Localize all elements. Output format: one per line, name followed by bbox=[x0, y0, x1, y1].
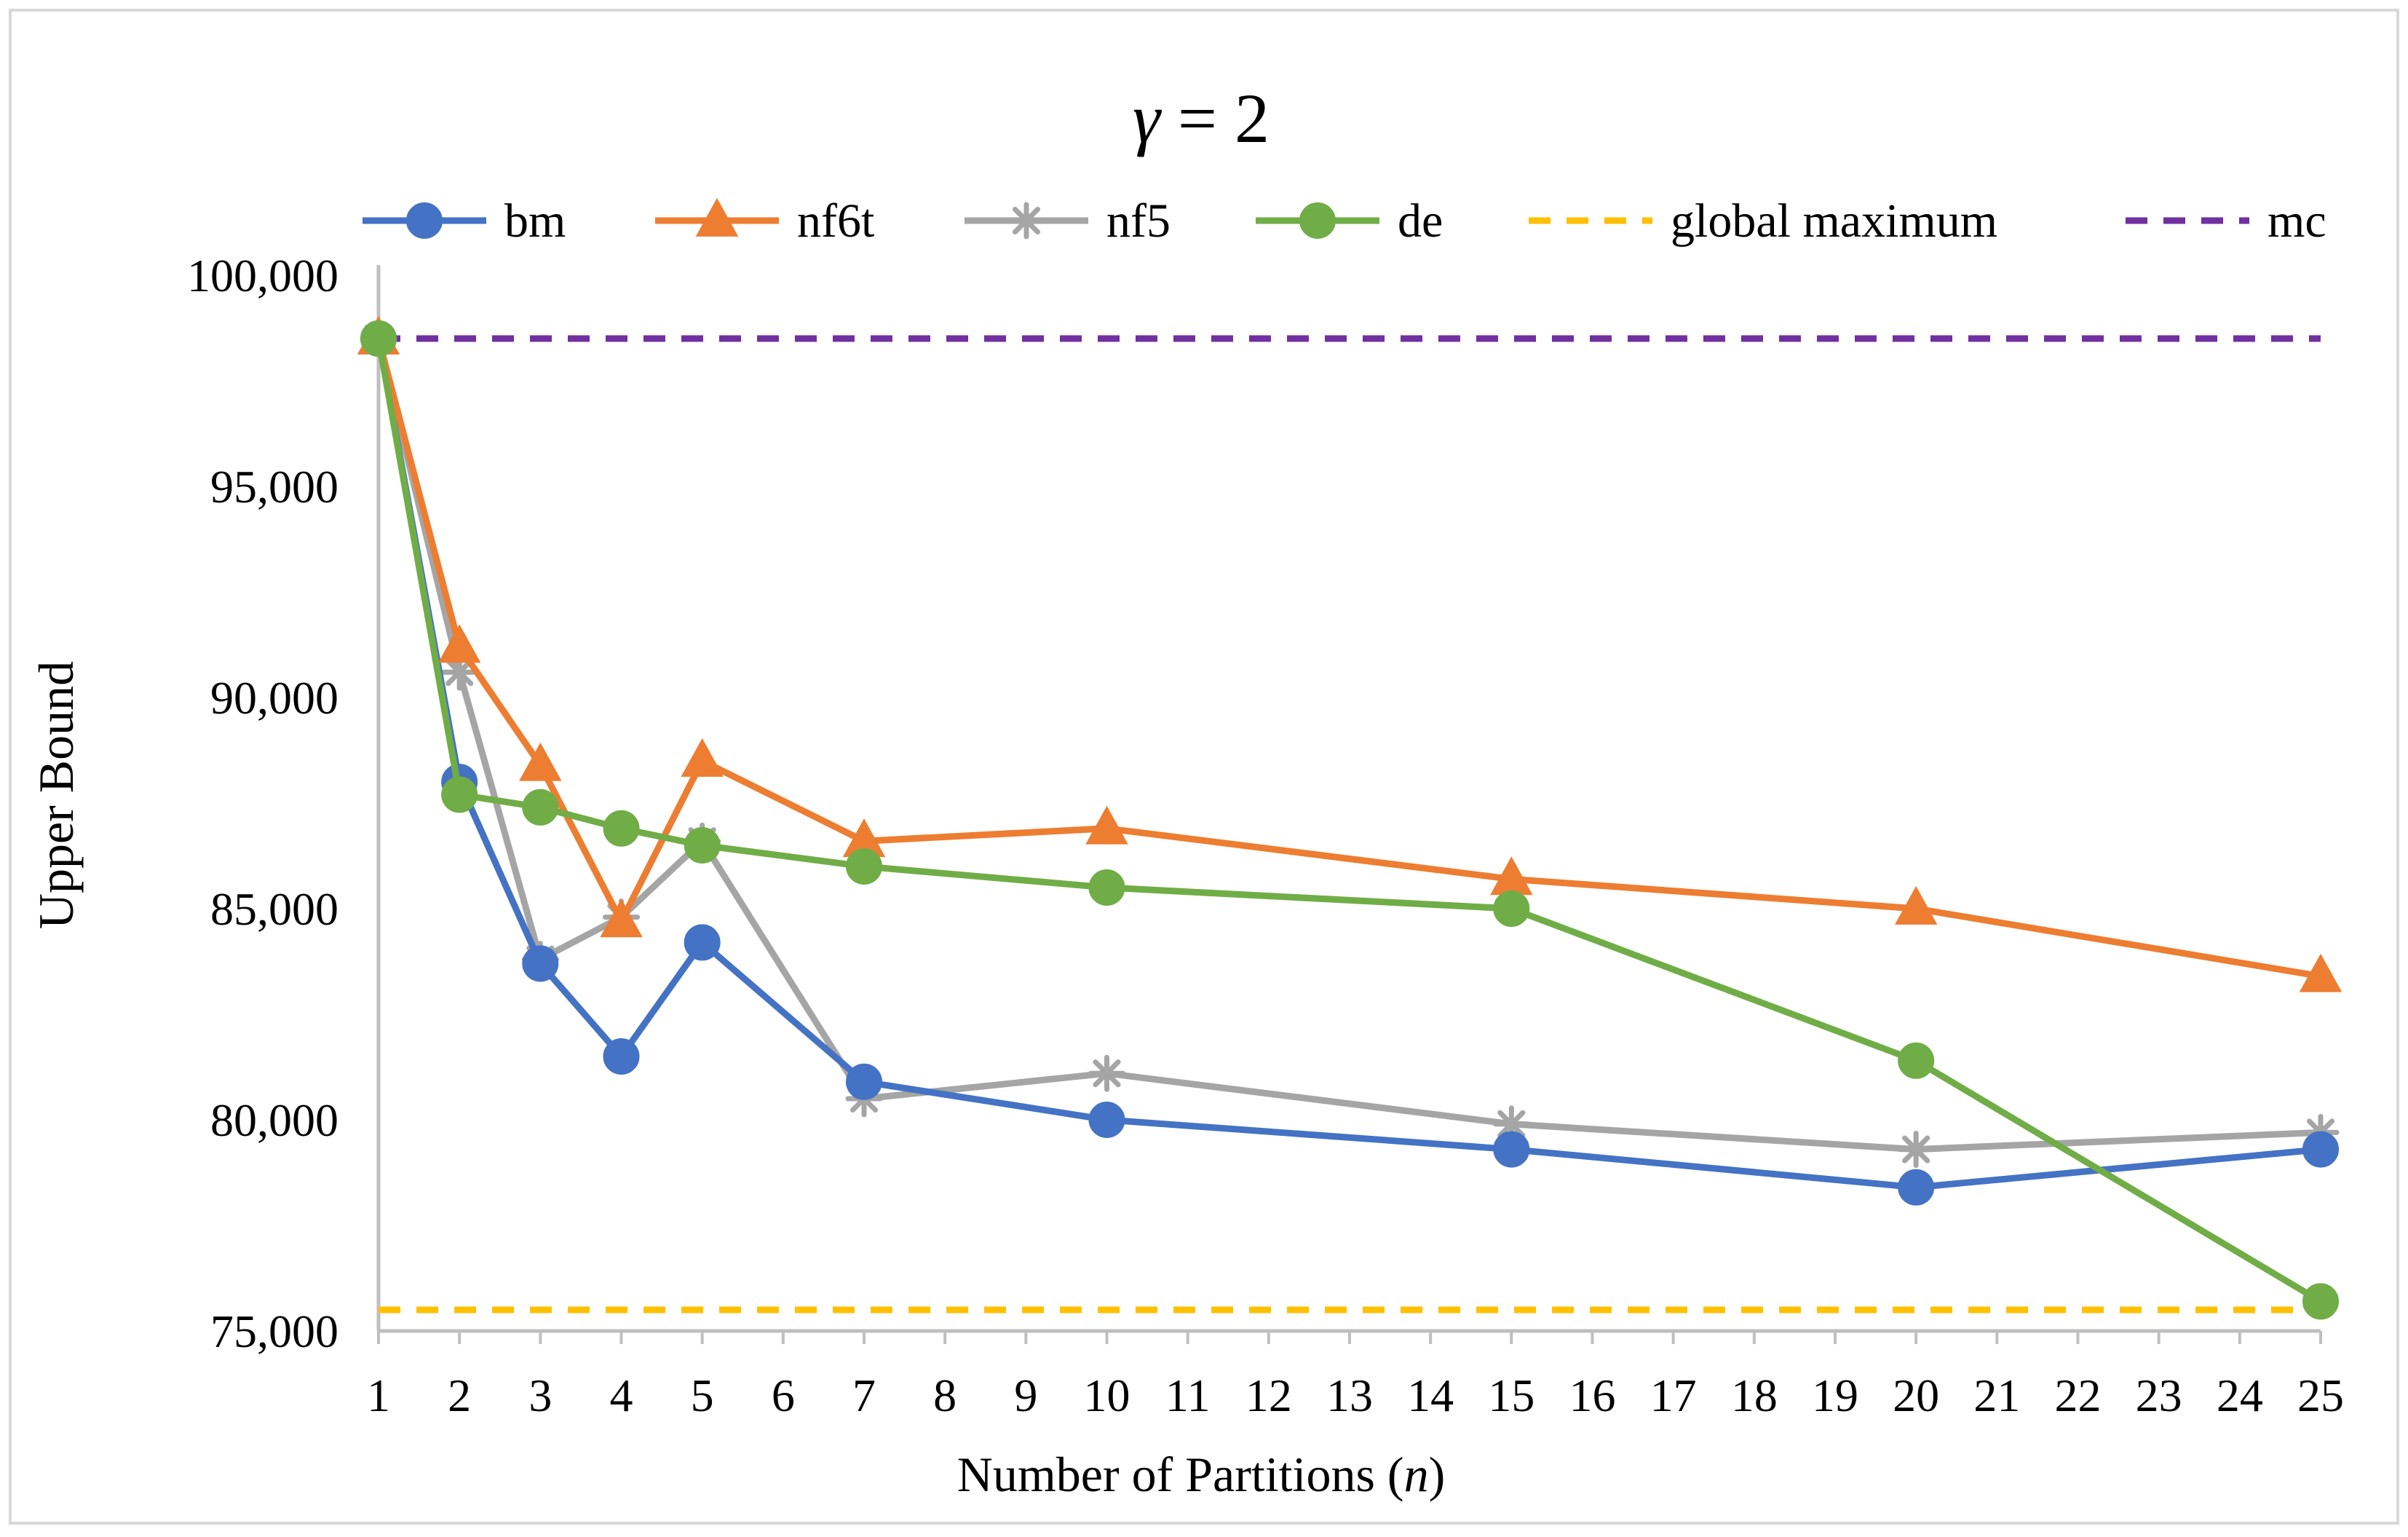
x-axis-title: Number of Partitions (n) bbox=[957, 1447, 1445, 1502]
legend-label-global-maximum: global maximum bbox=[1671, 194, 1997, 248]
y-axis-title: Upper Bound bbox=[28, 661, 84, 929]
y-tick-label: 100,000 bbox=[187, 250, 338, 301]
legend-label-nf5: nf5 bbox=[1106, 194, 1171, 248]
data-point-bm bbox=[1088, 1102, 1125, 1138]
legend-marker-bm bbox=[406, 202, 443, 239]
y-tick-label: 75,000 bbox=[210, 1305, 338, 1357]
x-tick-label: 3 bbox=[528, 1370, 552, 1421]
data-point-de bbox=[1088, 869, 1125, 906]
chart-border bbox=[9, 9, 2399, 1525]
data-point-de bbox=[360, 320, 397, 357]
x-tick-label: 22 bbox=[2055, 1370, 2102, 1421]
data-point-nf6t bbox=[1085, 805, 1128, 845]
data-point-bm bbox=[1898, 1169, 1935, 1206]
x-tick-label: 2 bbox=[448, 1370, 471, 1421]
data-point-de bbox=[603, 810, 640, 847]
data-point-nf6t bbox=[1894, 885, 1938, 925]
series-line-nf6t bbox=[375, 335, 2324, 980]
data-point-bm bbox=[684, 924, 721, 961]
x-tick-label: 25 bbox=[2297, 1370, 2344, 1421]
data-point-de bbox=[684, 827, 721, 864]
data-point-bm bbox=[603, 1038, 640, 1075]
data-point-nf5 bbox=[1492, 1105, 1530, 1143]
y-axis-ticks: 75,000 80,000 85,000 90,000 95,000 100,000 bbox=[187, 250, 338, 1357]
chart-title: γ = 2 bbox=[1133, 79, 1270, 157]
x-tick-label: 10 bbox=[1084, 1370, 1130, 1421]
x-tick-label: 13 bbox=[1326, 1370, 1373, 1421]
legend-item-mc: mc bbox=[2126, 194, 2326, 248]
series-line-nf5 bbox=[375, 335, 2324, 1153]
x-tick-label: 12 bbox=[1245, 1370, 1292, 1421]
legend-label-nf6t: nf6t bbox=[797, 194, 874, 248]
y-tick-label: 95,000 bbox=[210, 461, 338, 513]
axes bbox=[376, 265, 2322, 1344]
x-tick-label: 17 bbox=[1650, 1370, 1697, 1421]
x-tick-label: 19 bbox=[1812, 1370, 1858, 1421]
data-point-de bbox=[846, 848, 882, 885]
y-tick-label: 90,000 bbox=[210, 672, 338, 724]
data-point-de bbox=[2302, 1283, 2339, 1320]
series-layer bbox=[357, 315, 2342, 1320]
x-tick-label: 4 bbox=[610, 1370, 633, 1421]
legend-marker-nf5 bbox=[1007, 202, 1045, 240]
x-tick-label: 24 bbox=[2217, 1370, 2263, 1421]
x-tick-label: 15 bbox=[1488, 1370, 1534, 1421]
x-tick-label: 16 bbox=[1569, 1370, 1616, 1421]
data-point-bm bbox=[2302, 1131, 2339, 1168]
data-point-de bbox=[441, 776, 478, 813]
data-point-nf6t bbox=[437, 624, 481, 663]
legend-item-bm: bm bbox=[363, 194, 566, 248]
x-tick-label: 18 bbox=[1731, 1370, 1778, 1421]
legend: bm nf6t nf5 de global maximum mc bbox=[363, 194, 2326, 248]
legend-label-bm: bm bbox=[504, 194, 566, 248]
data-point-de bbox=[522, 789, 559, 826]
data-point-bm bbox=[522, 945, 559, 982]
legend-marker-de bbox=[1299, 202, 1336, 239]
x-tick-label: 5 bbox=[691, 1370, 714, 1421]
legend-item-nf6t: nf6t bbox=[655, 194, 874, 248]
legend-label-mc: mc bbox=[2268, 194, 2326, 248]
series-line-bm bbox=[375, 335, 2324, 1191]
data-point-bm bbox=[846, 1063, 882, 1100]
legend-item-de: de bbox=[1256, 194, 1443, 248]
x-tick-label: 8 bbox=[933, 1370, 957, 1421]
x-tick-label: 11 bbox=[1165, 1370, 1211, 1421]
x-tick-label: 14 bbox=[1407, 1370, 1454, 1421]
data-point-nf6t bbox=[600, 898, 643, 938]
x-tick-label: 23 bbox=[2136, 1370, 2182, 1421]
legend-marker-nf6t bbox=[695, 197, 739, 237]
data-point-de bbox=[1898, 1042, 1935, 1079]
legend-item-nf5: nf5 bbox=[965, 194, 1171, 248]
x-tick-label: 20 bbox=[1893, 1370, 1939, 1421]
data-point-nf6t bbox=[519, 742, 562, 781]
series-line-de bbox=[375, 335, 2324, 1305]
data-point-nf6t bbox=[2299, 953, 2342, 992]
x-tick-label: 21 bbox=[1973, 1370, 2020, 1421]
data-point-nf5 bbox=[1088, 1054, 1125, 1092]
data-point-nf6t bbox=[681, 738, 724, 777]
y-tick-label: 80,000 bbox=[210, 1094, 338, 1146]
x-tick-label: 1 bbox=[367, 1370, 390, 1421]
y-tick-label: 85,000 bbox=[210, 883, 338, 935]
x-axis-ticks: 1 2 3 4 5 6 7 8 9 10 11 12 13 14 15 16 17 18 19 20 21 22 23 24 2… bbox=[367, 1370, 2344, 1421]
x-tick-label: 7 bbox=[852, 1370, 876, 1421]
legend-item-global-maximum: global maximum bbox=[1529, 194, 1997, 248]
data-point-bm bbox=[1493, 1131, 1530, 1168]
x-tick-label: 6 bbox=[772, 1370, 795, 1421]
data-point-de bbox=[1493, 890, 1530, 927]
data-point-nf5 bbox=[1897, 1131, 1935, 1169]
legend-label-de: de bbox=[1398, 194, 1443, 248]
series-de bbox=[360, 320, 2339, 1320]
x-tick-label: 9 bbox=[1014, 1370, 1037, 1421]
